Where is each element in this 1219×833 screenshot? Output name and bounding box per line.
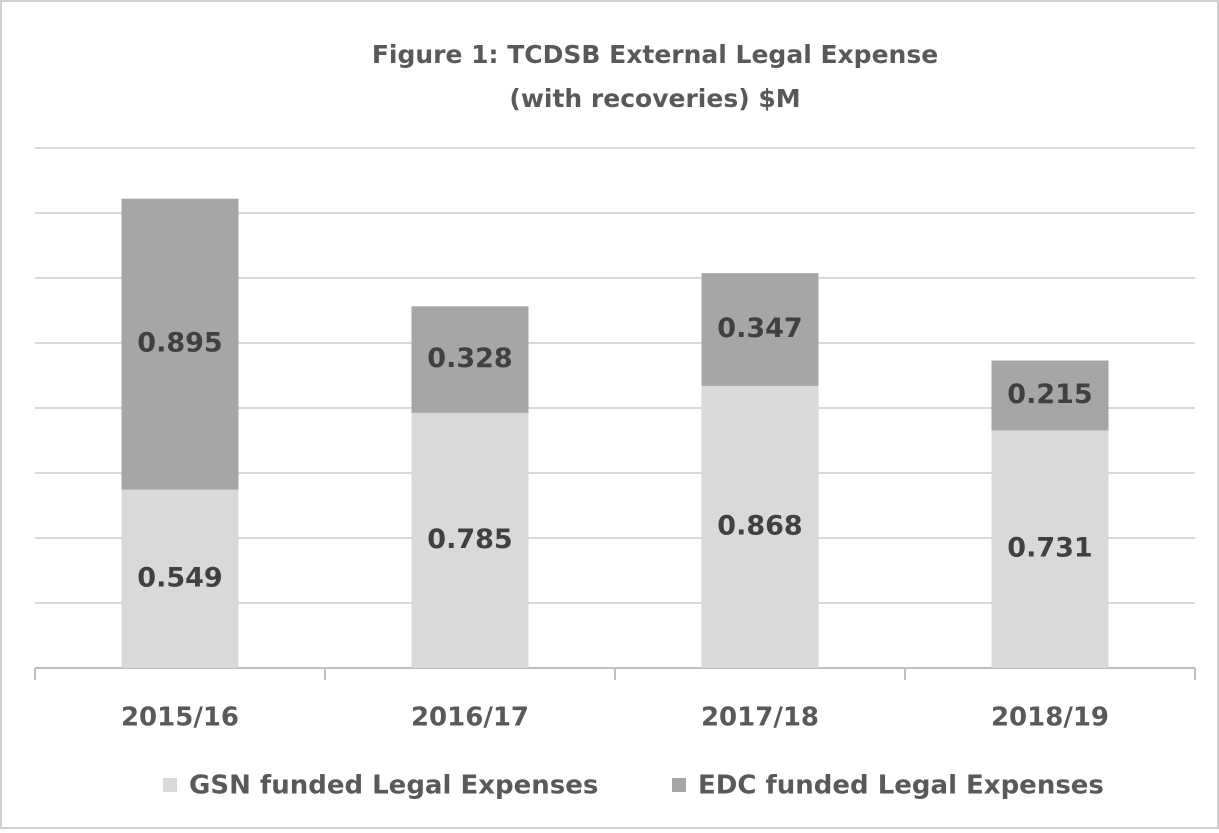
- legend-label: EDC funded Legal Expenses: [698, 771, 1104, 801]
- bar-segment: [701, 273, 819, 386]
- x-tick-label: 2017/18: [701, 703, 819, 733]
- bar-segment: [991, 430, 1109, 668]
- bar-segment: [121, 198, 239, 490]
- chart-title: Figure 1: TCDSB External Legal Expense: [372, 40, 938, 69]
- data-label: 0.549: [137, 562, 222, 593]
- data-label: 0.731: [1007, 533, 1092, 564]
- data-label: 0.895: [137, 328, 222, 359]
- data-label: 0.785: [427, 524, 512, 555]
- chart-subtitle: (with recoveries) $M: [509, 84, 800, 113]
- bar-segment: [991, 360, 1109, 431]
- bar-segment: [701, 385, 819, 668]
- data-label: 0.347: [717, 313, 802, 344]
- x-tick-label: 2018/19: [991, 703, 1109, 733]
- data-label: 0.215: [1007, 379, 1092, 410]
- data-label: 0.328: [427, 343, 512, 374]
- bar-segment: [411, 412, 529, 668]
- legend-label: GSN funded Legal Expenses: [189, 771, 598, 801]
- data-label: 0.868: [717, 510, 802, 541]
- x-tick-label: 2015/16: [121, 703, 239, 733]
- legend-swatch: [163, 778, 177, 792]
- legend-swatch: [672, 778, 686, 792]
- bar-segment: [121, 489, 239, 668]
- bar-segment: [411, 306, 529, 413]
- x-tick-label: 2016/17: [411, 703, 529, 733]
